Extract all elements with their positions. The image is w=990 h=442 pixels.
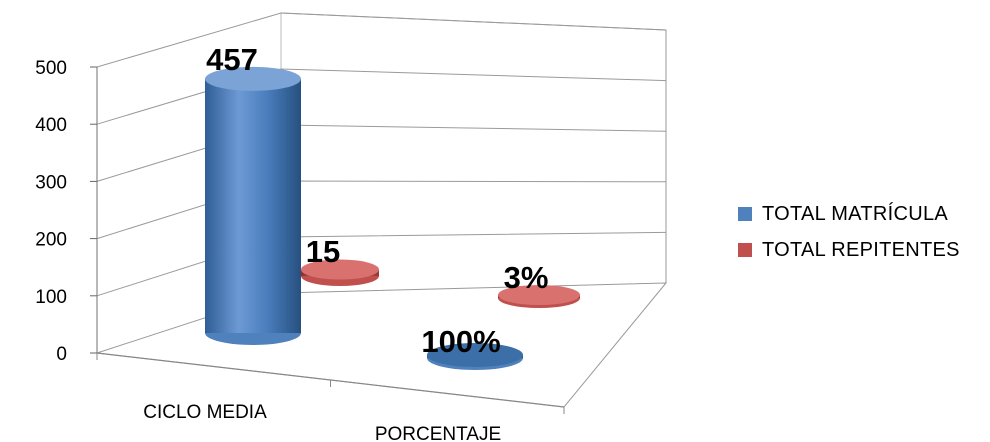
legend-label: TOTAL MATRÍCULA (762, 202, 949, 225)
legend-swatch-repitentes (738, 243, 752, 257)
legend-item-repitentes: TOTAL REPITENTES (738, 232, 960, 268)
data-label: 100% (421, 324, 500, 359)
gridline (96, 180, 667, 240)
x-category-label: CICLO MEDIA (143, 402, 267, 423)
y-axis-ticks: 0 100 200 300 400 500 (35, 58, 97, 365)
bar-top (205, 66, 301, 91)
bar-top (301, 259, 379, 280)
y-tick-label: 200 (35, 230, 67, 251)
y-tick-label: 300 (35, 172, 67, 193)
gridline (96, 231, 667, 297)
floor (96, 282, 668, 408)
gridline (96, 12, 667, 68)
y-tick-label: 100 (35, 287, 67, 308)
bar-1-0 (301, 259, 379, 286)
data-label: 457 (206, 42, 258, 77)
x-category-label: PORCENTAJE (375, 424, 501, 442)
data-label: 15 (306, 234, 340, 269)
data-labels: 3%100% 15 457 (206, 42, 548, 359)
y-tick-label: 0 (56, 344, 67, 365)
bar-0-1 (427, 343, 523, 370)
bar-1-1 (498, 285, 580, 308)
y-tick-label: 500 (35, 58, 67, 79)
legend-label: TOTAL REPITENTES (762, 238, 960, 261)
legend: TOTAL MATRÍCULA TOTAL REPITENTES (738, 196, 960, 268)
bar-top (427, 343, 523, 367)
gridlines (96, 12, 667, 297)
gridline (96, 68, 667, 125)
bar-body (205, 78, 301, 334)
data-label: 3% (504, 260, 549, 295)
y-tick-label: 400 (35, 115, 67, 136)
bars (205, 66, 580, 370)
bar-top (498, 285, 580, 305)
x-axis-ticks: CICLO MEDIA PORCENTAJE (96, 353, 565, 442)
gridline (96, 124, 667, 182)
legend-swatch-matricula (738, 207, 752, 221)
bar-0-0 (205, 66, 301, 345)
legend-item-matricula: TOTAL MATRÍCULA (738, 196, 960, 232)
